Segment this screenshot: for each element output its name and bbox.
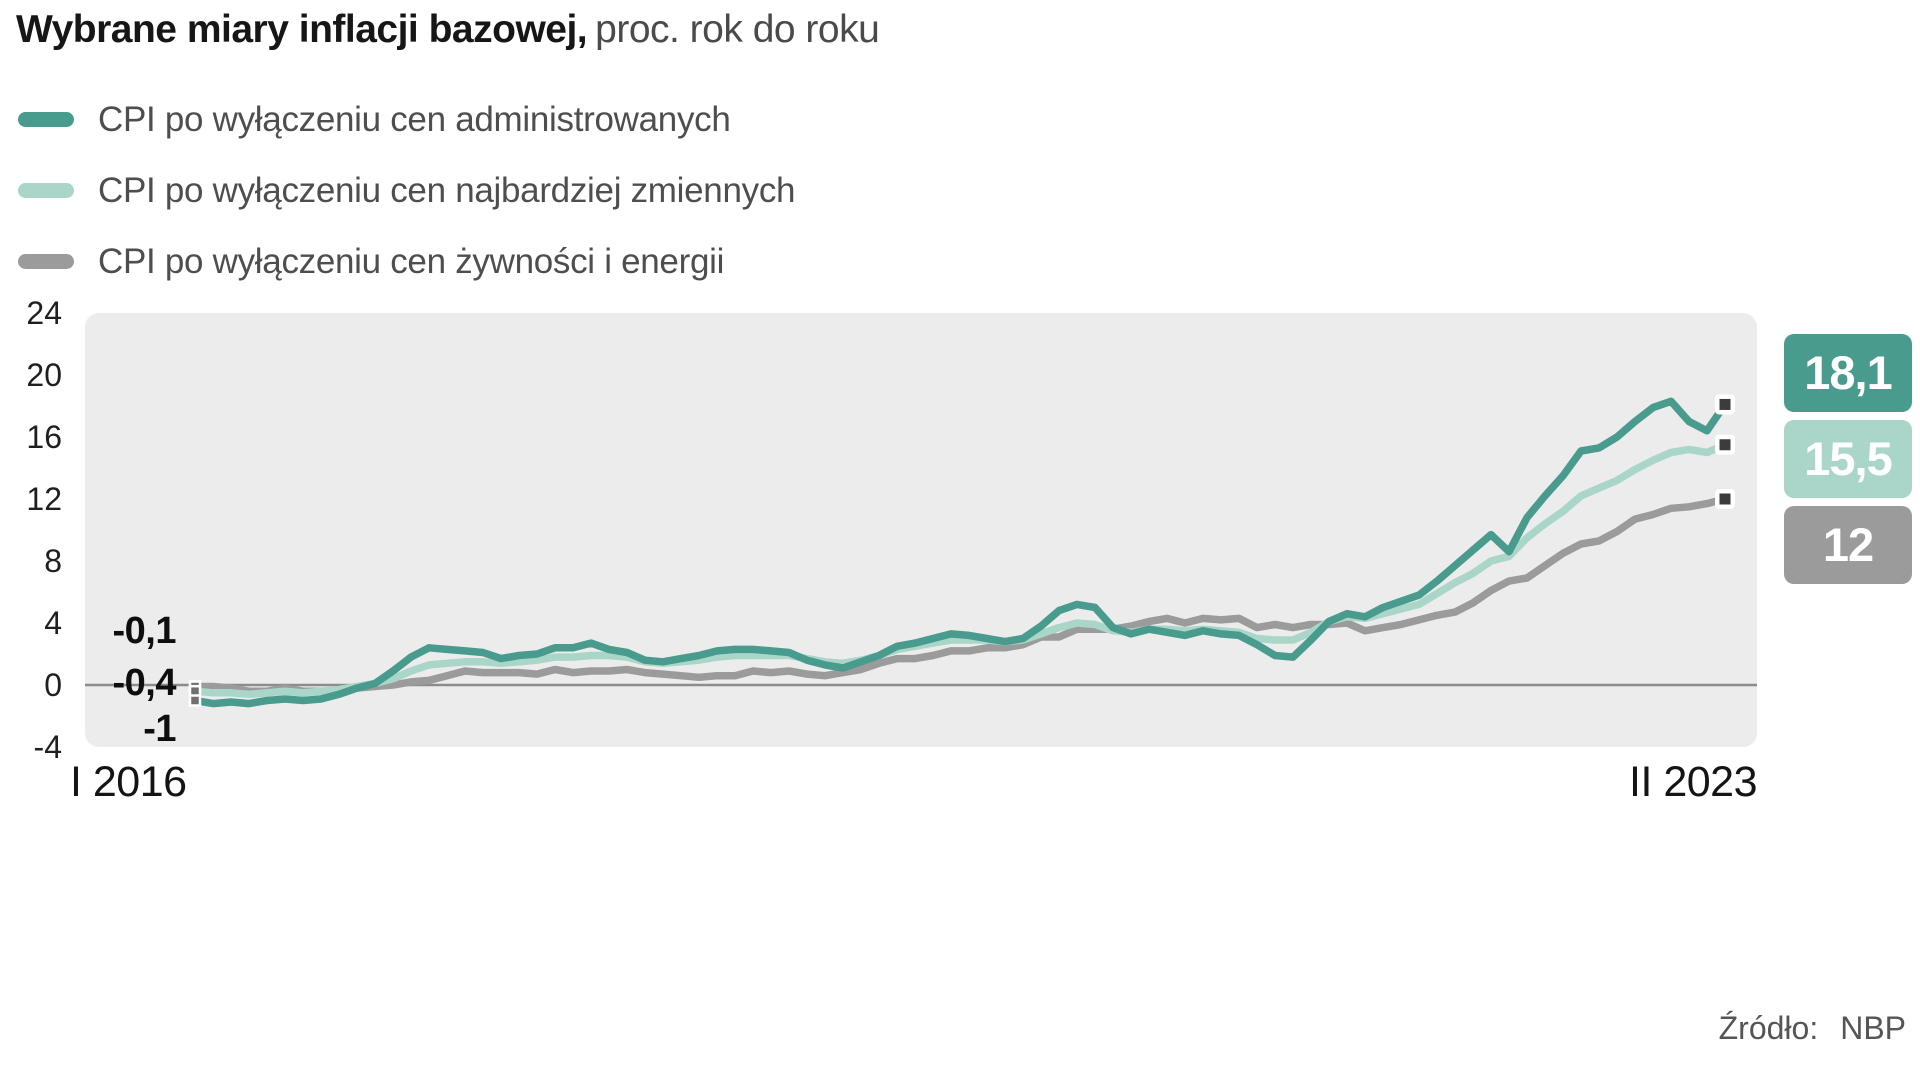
y-axis-tick-label: 16 (26, 419, 62, 455)
series-start-marker (188, 694, 202, 707)
start-value-label-food-energy: -0,1 (112, 610, 177, 652)
series-end-marker (1719, 493, 1731, 505)
end-value-badge-administered: 18,1 (1784, 334, 1912, 412)
y-axis-tick-label: -4 (33, 729, 62, 765)
source-note: Źródło: NBP (1719, 1010, 1906, 1047)
series-line (191, 441, 1729, 699)
end-value-badge-most-volatile: 15,5 (1784, 420, 1912, 498)
y-axis-tick-label: 24 (26, 295, 62, 331)
legend-swatch-most-volatile (18, 183, 74, 198)
y-axis-tick-label: 8 (44, 543, 62, 579)
y-axis-tick-label: 4 (44, 605, 62, 641)
y-axis-tick-label: 0 (44, 667, 62, 703)
x-axis-start-label: I 2016 (70, 758, 187, 806)
series-line (191, 397, 1729, 708)
plot-background (85, 313, 1757, 747)
start-value-label-administered: -1 (143, 708, 176, 750)
chart-title: Wybrane miary inflacji bazowej, (16, 8, 588, 51)
legend-item-administered: CPI po wyłączeniu cen administrowanych (18, 84, 795, 155)
start-value-label-most-volatile: -0,4 (112, 662, 177, 704)
legend-item-most-volatile: CPI po wyłączeniu cen najbardziej zmienn… (18, 155, 795, 226)
series-end-marker (1719, 398, 1731, 410)
x-axis-end-label: II 2023 (1629, 758, 1758, 806)
legend-swatch-food-energy (18, 254, 74, 269)
source-label: Źródło: (1718, 1010, 1819, 1046)
legend-label-administered: CPI po wyłączeniu cen administrowanych (98, 99, 731, 139)
chart-subtitle: proc. rok do roku (595, 8, 880, 51)
y-axis-tick-label: 20 (26, 357, 62, 393)
legend-label-food-energy: CPI po wyłączeniu cen żywności i energii (98, 241, 725, 281)
legend: CPI po wyłączeniu cen administrowanych C… (18, 84, 795, 297)
legend-item-food-energy: CPI po wyłączeniu cen żywności i energii (18, 226, 795, 297)
page-title: Wybrane miary inflacji bazowej, proc. rok… (16, 8, 880, 52)
legend-swatch-administered (18, 112, 74, 127)
legend-label-most-volatile: CPI po wyłączeniu cen najbardziej zmienn… (98, 170, 796, 210)
series-end-marker (1719, 439, 1731, 451)
y-axis-tick-label: 12 (26, 481, 62, 517)
end-value-badge-food-energy: 12 (1784, 506, 1912, 584)
source-value: NBP (1840, 1010, 1906, 1046)
series-line (191, 495, 1729, 695)
